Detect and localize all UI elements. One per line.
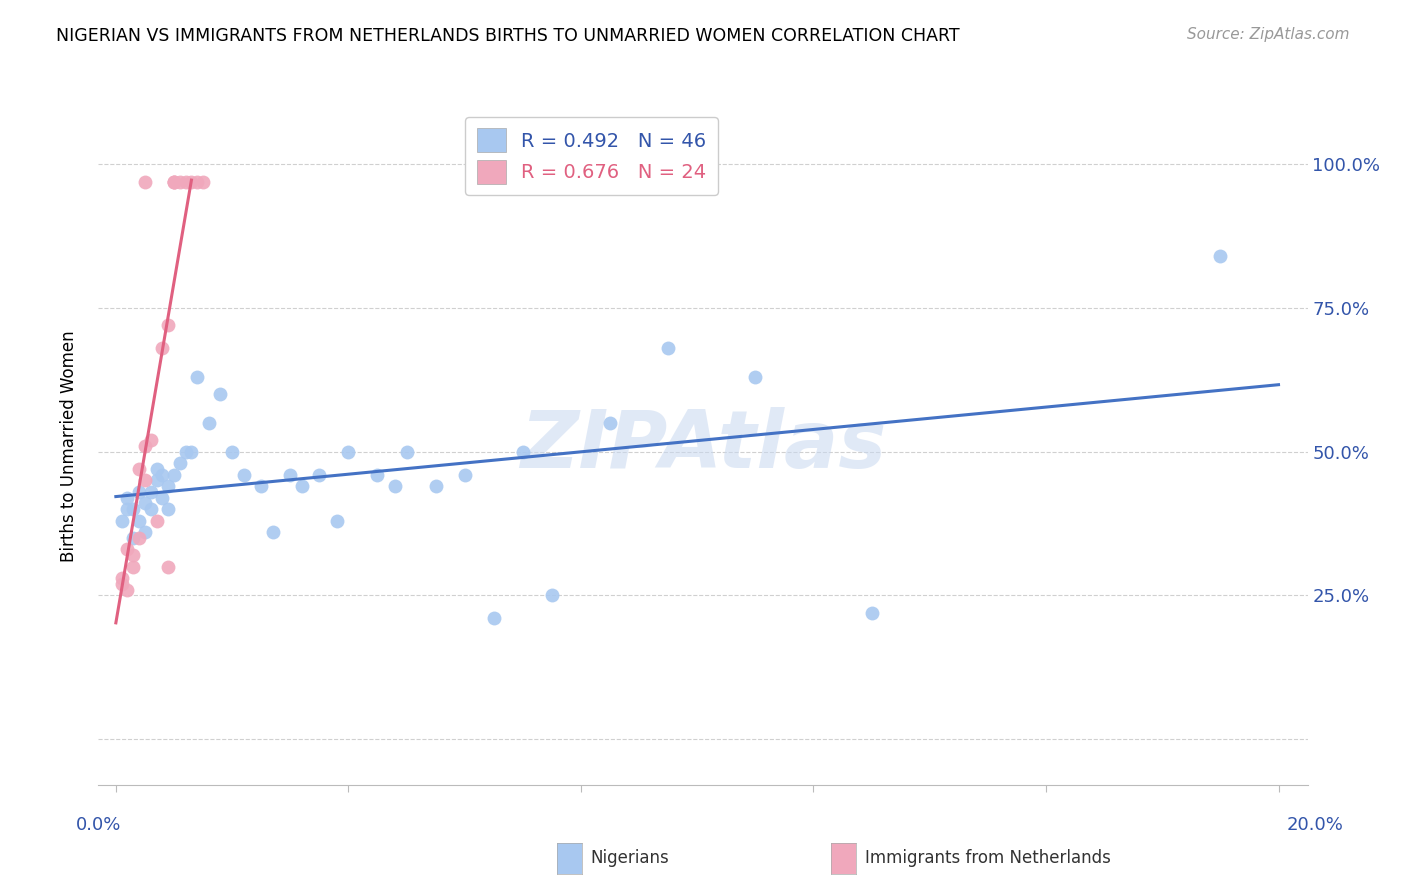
Point xyxy=(128,462,150,476)
Text: Source: ZipAtlas.com: Source: ZipAtlas.com xyxy=(1187,27,1350,42)
Point xyxy=(111,577,134,591)
Point xyxy=(384,479,406,493)
Text: ZIPAtlas: ZIPAtlas xyxy=(520,407,886,485)
Point xyxy=(191,175,214,189)
Point xyxy=(174,444,197,458)
Point xyxy=(337,444,360,458)
Point xyxy=(150,342,173,356)
Point xyxy=(512,444,534,458)
Point xyxy=(134,439,156,453)
Point xyxy=(145,462,167,476)
Point xyxy=(139,502,162,516)
Point xyxy=(139,485,162,500)
Point xyxy=(128,514,150,528)
Point xyxy=(366,467,388,482)
Point xyxy=(180,444,202,458)
Point xyxy=(117,491,139,505)
Point xyxy=(262,525,284,540)
Point xyxy=(209,387,232,401)
Point xyxy=(134,175,156,189)
Text: Nigerians: Nigerians xyxy=(591,849,669,867)
Point xyxy=(291,479,314,493)
Point xyxy=(860,606,883,620)
Text: NIGERIAN VS IMMIGRANTS FROM NETHERLANDS BIRTHS TO UNMARRIED WOMEN CORRELATION CH: NIGERIAN VS IMMIGRANTS FROM NETHERLANDS … xyxy=(56,27,960,45)
Point xyxy=(425,479,447,493)
Point xyxy=(308,467,330,482)
Point xyxy=(139,434,162,448)
Legend: R = 0.492   N = 46, R = 0.676   N = 24: R = 0.492 N = 46, R = 0.676 N = 24 xyxy=(465,117,718,195)
Point xyxy=(145,514,167,528)
Point xyxy=(250,479,273,493)
Point xyxy=(122,502,145,516)
Point xyxy=(145,474,167,488)
Point xyxy=(128,485,150,500)
Point xyxy=(117,582,139,597)
Point xyxy=(128,531,150,545)
Point xyxy=(169,456,191,470)
Y-axis label: Births to Unmarried Women: Births to Unmarried Women xyxy=(59,330,77,562)
Point xyxy=(157,479,180,493)
Point xyxy=(134,474,156,488)
Text: 0.0%: 0.0% xyxy=(76,816,121,834)
Text: 20.0%: 20.0% xyxy=(1286,816,1343,834)
Point xyxy=(453,467,475,482)
Point xyxy=(395,444,418,458)
Point xyxy=(186,175,208,189)
Point xyxy=(540,588,562,602)
Point xyxy=(163,175,186,189)
Point xyxy=(122,559,145,574)
Point xyxy=(157,502,180,516)
Point xyxy=(599,416,621,430)
Point xyxy=(150,467,173,482)
Point xyxy=(1209,249,1232,263)
Point xyxy=(180,175,202,189)
Point xyxy=(657,342,679,356)
Point xyxy=(169,175,191,189)
Point xyxy=(157,318,180,333)
Point xyxy=(278,467,301,482)
Point xyxy=(221,444,243,458)
Point xyxy=(163,467,186,482)
Point xyxy=(198,416,221,430)
Point xyxy=(326,514,349,528)
Point xyxy=(111,571,134,585)
Point xyxy=(744,370,766,384)
Point xyxy=(134,496,156,510)
Text: Immigrants from Netherlands: Immigrants from Netherlands xyxy=(865,849,1111,867)
Point xyxy=(122,531,145,545)
Point xyxy=(163,175,186,189)
Point xyxy=(117,542,139,557)
Point xyxy=(157,559,180,574)
Point xyxy=(111,514,134,528)
Point xyxy=(482,611,505,625)
Point xyxy=(163,175,186,189)
Point xyxy=(122,548,145,562)
Point xyxy=(117,502,139,516)
Point xyxy=(232,467,254,482)
Point xyxy=(134,525,156,540)
Point xyxy=(150,491,173,505)
Point xyxy=(186,370,208,384)
Point xyxy=(174,175,197,189)
